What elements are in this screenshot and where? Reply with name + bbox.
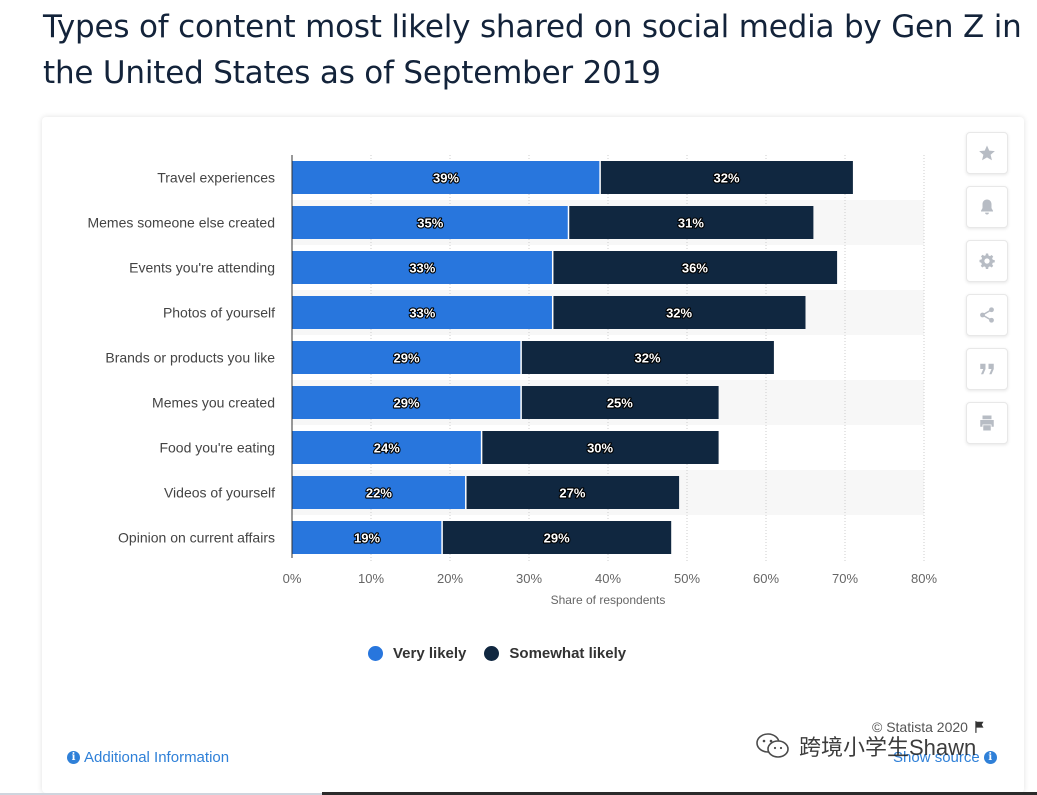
bar-value-label: 33%: [409, 306, 435, 321]
copyright: © Statista 2020: [872, 719, 987, 735]
bar-value-label: 32%: [713, 171, 739, 186]
bar-very-likely[interactable]: [292, 161, 601, 194]
bar-somewhat-likely[interactable]: [465, 476, 680, 509]
bar-somewhat-likely[interactable]: [442, 521, 672, 554]
bar-somewhat-likely[interactable]: [568, 206, 814, 239]
x-tick-labels: 0% 10% 20% 30% 40% 50% 60% 70% 80%: [283, 571, 938, 586]
bar-value-label: 29%: [394, 396, 420, 411]
category-label: Brands or products you like: [105, 350, 275, 366]
show-source-label: Show source: [893, 749, 980, 766]
x-tick-label: 80%: [911, 571, 937, 586]
bar-somewhat-likely[interactable]: [552, 251, 838, 284]
x-tick-label: 50%: [674, 571, 700, 586]
bar-value-label: 35%: [417, 216, 443, 231]
watermark-text: 跨境小学生Shawn: [799, 735, 977, 760]
star-icon: [979, 145, 995, 161]
settings-button[interactable]: [966, 240, 1008, 282]
legend-label-somewhat-likely: Somewhat likely: [509, 644, 627, 662]
share-icon: [980, 307, 994, 323]
x-tick-label: 70%: [832, 571, 858, 586]
bar-value-label: 36%: [682, 261, 708, 276]
category-label: Memes you created: [152, 395, 275, 411]
bar-labels: 39% 32% 35% 31% 33% 36% 33% 32% 29% 32% 29% 25% 24% 3…: [353, 169, 741, 546]
category-label: Events you're attending: [129, 260, 275, 276]
bell-icon: [981, 199, 993, 215]
bar-very-likely[interactable]: [292, 386, 522, 419]
copyright-text: © Statista 2020: [872, 719, 968, 735]
bar-value-label: 31%: [678, 216, 704, 231]
show-source-link[interactable]: Show source i: [893, 749, 997, 766]
x-tick-label: 0%: [283, 571, 302, 586]
bar-value-label: 25%: [607, 396, 633, 411]
bar-very-likely[interactable]: [292, 476, 466, 509]
legend-swatch-very-likely: [368, 645, 383, 661]
bar-very-likely[interactable]: [292, 251, 553, 284]
bar-value-label: 24%: [374, 441, 400, 456]
bar-very-likely[interactable]: [292, 431, 482, 464]
category-label: Photos of yourself: [163, 305, 275, 321]
bar-very-likely[interactable]: [292, 521, 443, 554]
page-title: Types of content most likely shared on s…: [43, 9, 1022, 91]
gear-icon: [979, 253, 995, 269]
bar-value-label: 39%: [433, 171, 459, 186]
category-label: Memes someone else created: [87, 215, 275, 231]
category-label: Travel experiences: [157, 170, 275, 186]
legend-swatch-somewhat-likely: [484, 645, 500, 661]
x-tick-label: 20%: [437, 571, 463, 586]
watermark: 跨境小学生Shawn: [755, 730, 976, 762]
legend-item-somewhat-likely[interactable]: Somewhat likely: [484, 645, 626, 662]
category-label: Opinion on current affairs: [118, 530, 275, 546]
bar-value-label: 22%: [366, 486, 392, 501]
cite-button[interactable]: [966, 348, 1008, 390]
favorite-button[interactable]: [966, 132, 1008, 174]
x-tick-label: 10%: [358, 571, 384, 586]
additional-information-link[interactable]: i Additional Information: [67, 749, 229, 766]
bar-value-label: 32%: [666, 306, 692, 321]
quote-icon: [980, 363, 994, 375]
bar-value-label: 33%: [409, 261, 435, 276]
bar-very-likely[interactable]: [292, 341, 522, 374]
bar-very-likely[interactable]: [292, 206, 569, 239]
bar-value-label: 30%: [587, 441, 613, 456]
bar-value-label: 19%: [354, 531, 380, 546]
flag-icon: [975, 721, 984, 733]
x-axis-title: Share of respondents: [551, 593, 666, 607]
info-icon: i: [67, 751, 80, 764]
wechat-icon: [756, 733, 789, 758]
chart-legend: Very likely Somewhat likely: [368, 642, 644, 664]
bar-value-label: 27%: [559, 486, 585, 501]
chart-toolbar: [966, 132, 1008, 456]
category-labels: Travel experiences Memes someone else cre…: [87, 170, 275, 546]
print-icon: [980, 415, 994, 431]
bar-value-label: 32%: [634, 351, 660, 366]
bar-somewhat-likely[interactable]: [521, 341, 774, 374]
x-tick-label: 60%: [753, 571, 779, 586]
bars: [292, 161, 853, 554]
category-label: Food you're eating: [159, 440, 275, 456]
x-tick-label: 30%: [516, 571, 542, 586]
info-icon: i: [983, 751, 997, 764]
share-button[interactable]: [966, 294, 1008, 336]
additional-information-label: Additional Information: [84, 749, 230, 766]
bar-value-label: 29%: [544, 531, 570, 546]
bar-somewhat-likely[interactable]: [552, 296, 806, 329]
print-button[interactable]: [966, 402, 1008, 444]
category-label: Videos of yourself: [164, 485, 275, 501]
bar-value-label: 29%: [394, 351, 420, 366]
notification-button[interactable]: [966, 186, 1008, 228]
bar-somewhat-likely[interactable]: [481, 431, 719, 464]
legend-label-very-likely: Very likely: [393, 644, 467, 662]
bar-somewhat-likely[interactable]: [521, 386, 719, 419]
bar-very-likely[interactable]: [292, 296, 553, 329]
taskbar-edge: [322, 792, 1037, 795]
legend-item-very-likely[interactable]: Very likely: [368, 645, 466, 662]
x-tick-label: 40%: [595, 571, 621, 586]
bar-somewhat-likely[interactable]: [600, 161, 853, 194]
